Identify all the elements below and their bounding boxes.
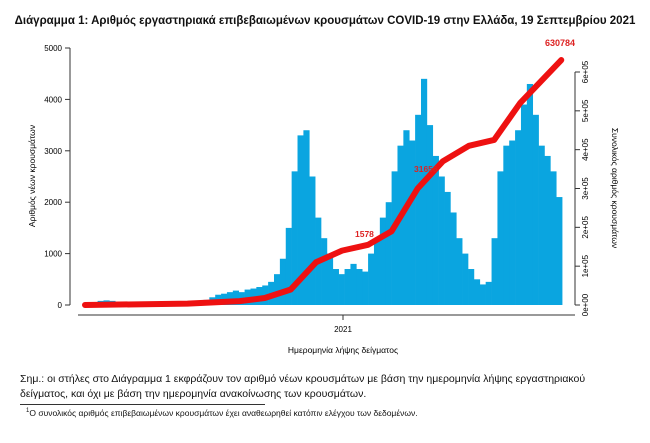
bar [321, 238, 328, 305]
bar [344, 269, 351, 305]
bar [550, 171, 557, 305]
y2-tick-label: 6e+05 [581, 60, 590, 83]
annotation-final-total: 630784 [545, 38, 575, 48]
y-tick-label: 2000 [44, 198, 62, 207]
bar [415, 114, 422, 305]
bar [450, 212, 457, 305]
bar [456, 238, 463, 305]
bar [274, 274, 281, 305]
bar [397, 145, 404, 305]
y-tick-label: 5000 [44, 44, 62, 53]
bar [485, 281, 492, 305]
y2-tick-label: 5e+05 [581, 99, 590, 122]
bar [515, 130, 522, 305]
y2-tick-label: 0e+00 [581, 293, 590, 316]
bar [479, 284, 486, 305]
bar [491, 238, 498, 305]
y-tick-label: 1000 [44, 250, 62, 259]
chart-title: Διάγραμμα 1: Αριθμός εργαστηριακά επιβεβ… [14, 15, 636, 27]
y-axis-label: Αριθμός νέων κρουσμάτων [27, 125, 37, 227]
footnote-divider [20, 404, 265, 405]
y-tick-label: 0 [58, 301, 63, 310]
bar [462, 253, 469, 305]
bar [432, 155, 439, 305]
bar [526, 83, 534, 305]
note-text: Σημ.: οι στήλες στο Διάγραμμα 1 εκφράζου… [20, 373, 586, 400]
chart: 0 1000 2000 3000 4000 5000 0e+00 1e+05 2e+05 3e+… [27, 38, 620, 355]
bar [544, 155, 551, 305]
bar [379, 217, 387, 305]
bar [232, 290, 240, 305]
bar [409, 140, 416, 305]
footnote-mark: 1 [26, 408, 30, 415]
bar [438, 176, 445, 305]
annotation-1: 1578 [355, 229, 374, 239]
y2-tick-label: 2e+05 [581, 216, 590, 239]
bar [444, 191, 451, 305]
bar [391, 171, 398, 305]
y2-tick-label: 1e+05 [581, 254, 590, 277]
bar [356, 269, 363, 305]
y-tick-label: 3000 [44, 147, 62, 156]
bar [520, 104, 528, 305]
bar [297, 135, 304, 305]
y2-tick-label: 3e+05 [581, 177, 590, 200]
annotation-2: 31656 [414, 164, 438, 174]
bar [509, 140, 516, 305]
bar [350, 263, 357, 305]
bar [426, 125, 434, 305]
y2-tick-label: 4e+05 [581, 138, 590, 161]
bar [362, 271, 369, 305]
bar [497, 171, 504, 305]
bar [532, 114, 539, 305]
bar [326, 253, 334, 305]
footnote: 1Ο συνολικός αριθμός επιβεβαιωμένων κρου… [26, 408, 418, 418]
bar [303, 130, 310, 305]
bar [538, 145, 545, 305]
bar [338, 274, 345, 305]
bar [368, 253, 375, 305]
y2-axis-label: Συνολικός αριθμός κρουσμάτων [610, 128, 620, 248]
bar [279, 258, 287, 305]
cumulative-line [82, 57, 565, 308]
bar [285, 227, 292, 305]
bar [556, 197, 563, 305]
x-tick-label: 2021 [334, 325, 352, 334]
bar [473, 279, 481, 305]
bar [373, 238, 381, 305]
bar [309, 176, 316, 305]
x-axis-label: Ημερομηνία λήψης δείγματος [288, 345, 398, 355]
bar [332, 269, 339, 305]
y-tick-label: 4000 [44, 95, 62, 104]
bar [421, 78, 428, 305]
bar [468, 269, 475, 305]
bar [503, 145, 510, 305]
bar-series [85, 78, 563, 305]
bar [291, 171, 298, 305]
bar [403, 130, 410, 305]
bar [385, 202, 392, 305]
